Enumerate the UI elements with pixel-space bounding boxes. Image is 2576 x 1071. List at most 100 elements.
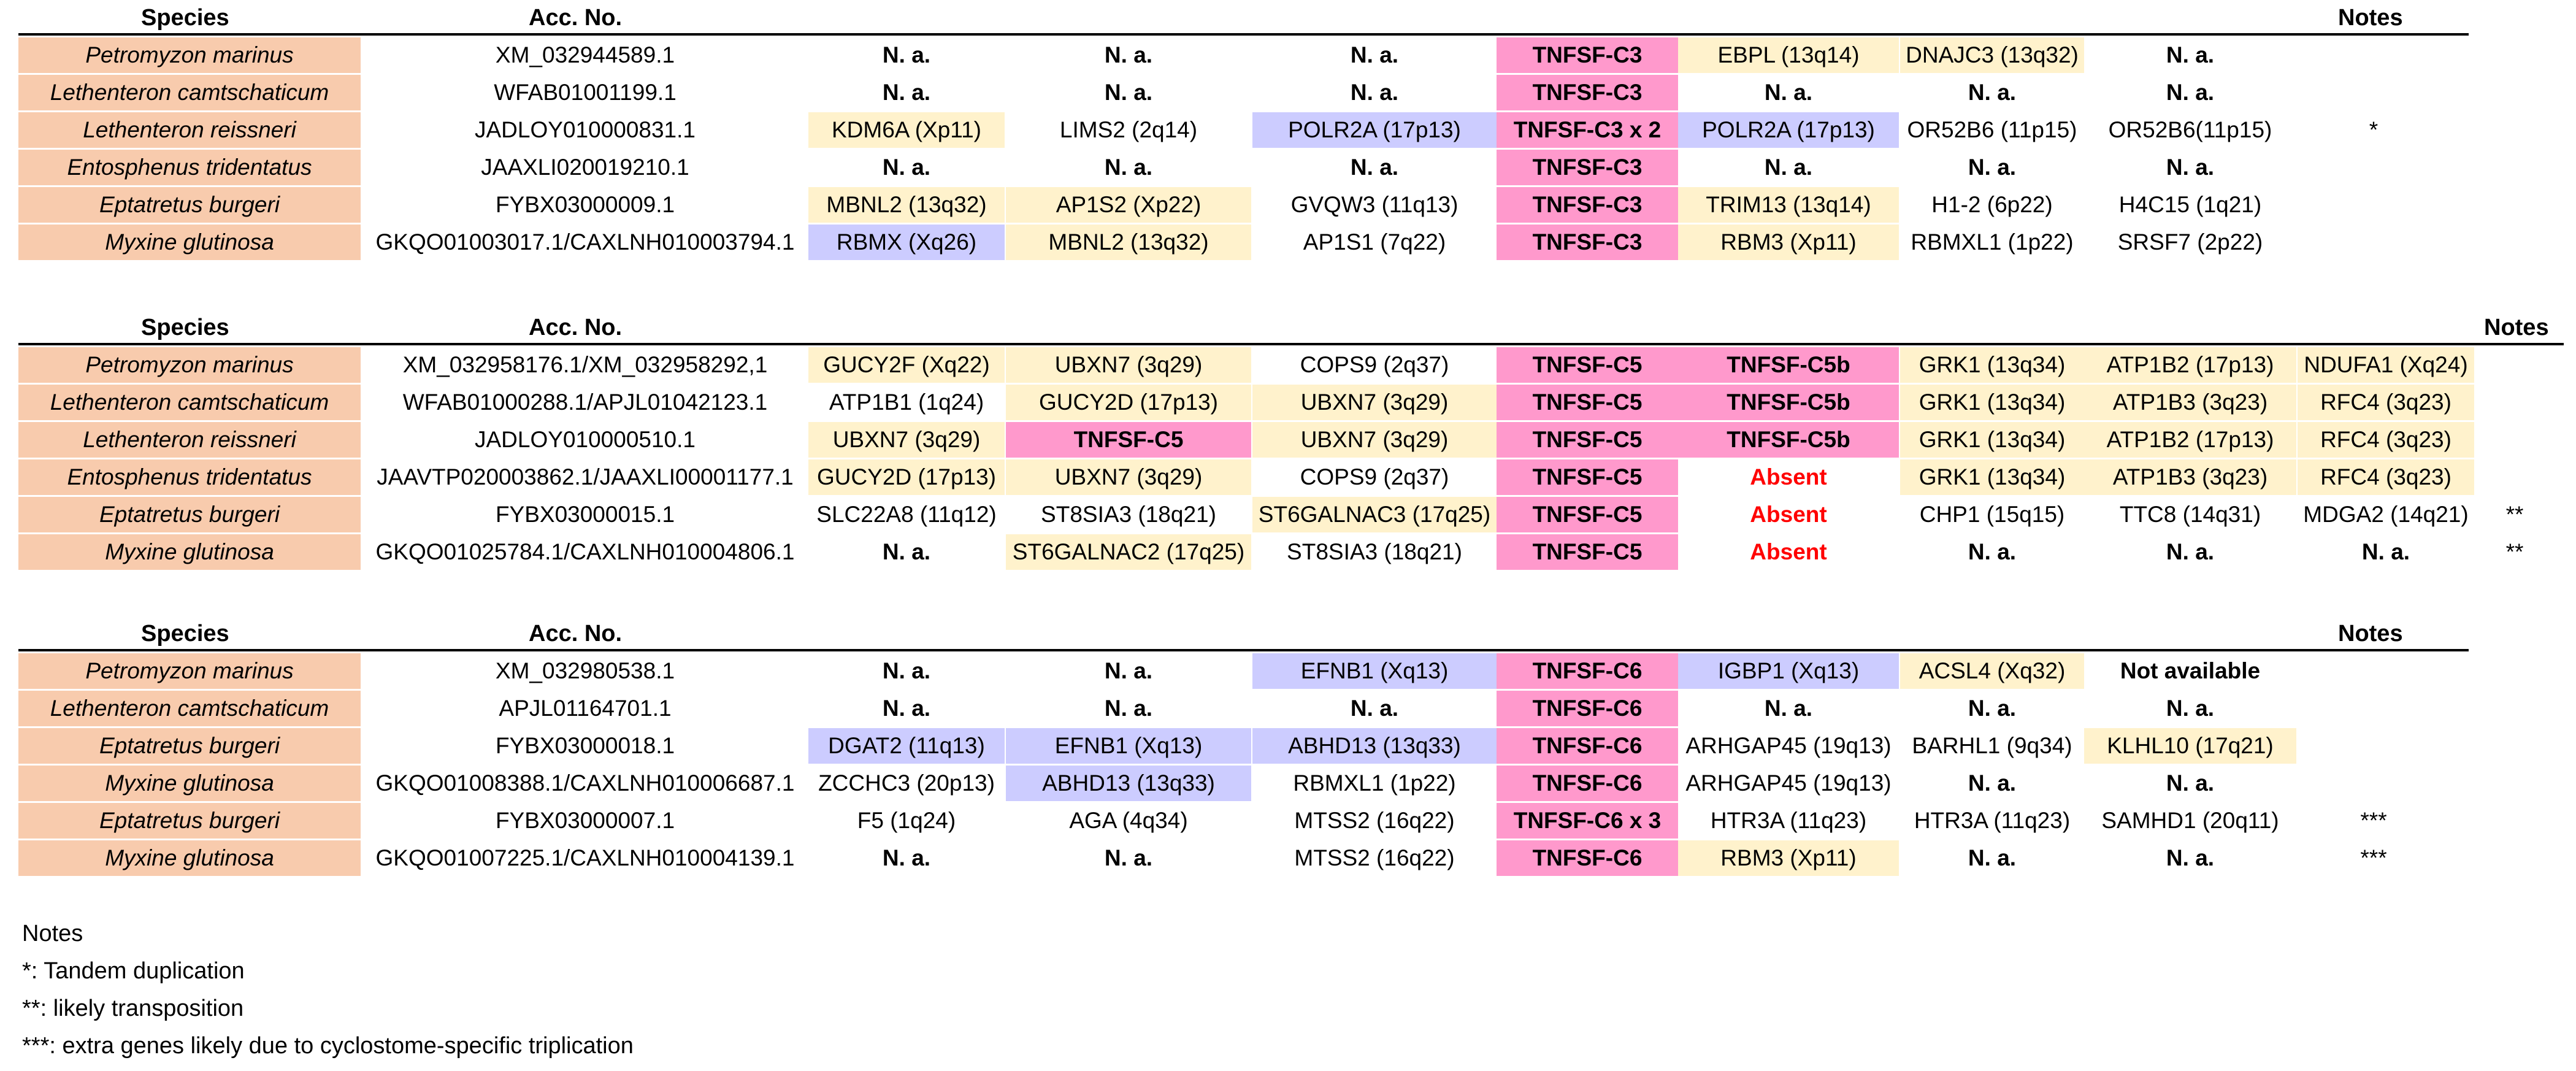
gene-cell: BARHL1 (9q34) [1912, 733, 2072, 758]
gene-cell: DGAT2 (11q13) [808, 728, 1005, 764]
gene-cell: COPS9 (2q37) [1300, 464, 1449, 489]
note-cell [2331, 187, 2417, 223]
gene-cell: TNFSF-C5b [1678, 347, 1899, 383]
gene-cell: N. a. [882, 696, 931, 721]
gene-cell: N. a. [882, 80, 931, 105]
notes-legend-title: Notes [22, 921, 83, 946]
gene-cell: H1-2 (6p22) [1931, 192, 2053, 217]
gene-cell: N. a. [1350, 155, 1399, 180]
gene-cell: TNFSF-C5b [1678, 385, 1899, 420]
gene-cell: POLR2A (17p13) [1678, 112, 1899, 148]
species-cell: Myxine glutinosa [18, 840, 361, 876]
species-cell: Petromyzon marinus [18, 37, 361, 73]
gene-cell: POLR2A (17p13) [1252, 112, 1497, 148]
gene-cell: H4C15 (1q21) [2118, 192, 2262, 217]
species-cell: Entosphenus tridentatus [18, 459, 361, 495]
species-cell: Lethenteron camtschaticum [18, 385, 361, 420]
gene-cell: ARHGAP45 (19q13) [1685, 733, 1892, 758]
gene-cell: Absent [1750, 502, 1827, 527]
gene-cell: MTSS2 (16q22) [1294, 808, 1455, 833]
gene-cell: TNFSF-C3 [1497, 187, 1678, 223]
accession-cell: XM_032980538.1 [495, 658, 675, 683]
gene-cell: Absent [1750, 464, 1827, 489]
header-rule [18, 343, 2564, 345]
header-notes: Notes [2338, 621, 2403, 647]
gene-cell: N. a. [1350, 696, 1399, 721]
gene-cell: N. a. [1968, 696, 2017, 721]
gene-cell: N. a. [2166, 42, 2215, 67]
gene-cell: SAMHD1 (20q11) [2101, 808, 2279, 833]
species-cell: Lethenteron reissneri [18, 112, 361, 148]
gene-cell: HTR3A (11q23) [1710, 808, 1867, 833]
gene-cell: ABHD13 (13q33) [1006, 766, 1251, 801]
gene-cell: EFNB1 (Xq13) [1252, 653, 1497, 689]
gene-cell: ARHGAP45 (19q13) [1685, 770, 1892, 796]
species-cell: Myxine glutinosa [18, 225, 361, 260]
accession-cell: FYBX03000018.1 [495, 733, 675, 758]
gene-cell: TNFSF-C5 [1497, 422, 1678, 458]
gene-cell: TNFSF-C6 x 3 [1497, 803, 1678, 839]
notes-legend-line-1: *: Tandem duplication [22, 958, 245, 984]
gene-cell: MTSS2 (16q22) [1294, 845, 1455, 870]
header-species: Species [141, 5, 229, 31]
note-cell [2331, 653, 2417, 689]
gene-cell: TNFSF-C3 [1497, 150, 1678, 185]
gene-cell: N. a. [1104, 658, 1153, 683]
gene-cell: RFC4 (3q23) [2298, 385, 2474, 420]
gene-cell: TRIM13 (13q14) [1678, 187, 1899, 223]
gene-cell: N. a. [882, 42, 931, 67]
gene-cell: TNFSF-C5 [1006, 422, 1251, 458]
gene-cell: N. a. [1350, 80, 1399, 105]
gene-cell: ATP1B3 (3q23) [2084, 385, 2296, 420]
gene-cell: GRK1 (13q34) [1900, 385, 2084, 420]
gene-cell: COPS9 (2q37) [1300, 352, 1449, 377]
species-cell: Eptatretus burgeri [18, 728, 361, 764]
gene-cell: ATP1B2 (17p13) [2084, 422, 2296, 458]
header-notes: Notes [2338, 5, 2403, 31]
gene-cell: Not available [2120, 658, 2261, 683]
gene-cell: TTC8 (14q31) [2119, 502, 2261, 527]
gene-cell: TNFSF-C5 [1497, 385, 1678, 420]
gene-cell: N. a. [1968, 80, 2017, 105]
accession-cell: WFAB01001199.1 [494, 80, 677, 105]
gene-cell: ACSL4 (Xq32) [1900, 653, 2084, 689]
gene-cell: ST8SIA3 (18q21) [1041, 502, 1216, 527]
gene-cell: N. a. [1764, 696, 1813, 721]
header-acc-no: Acc. No. [529, 621, 623, 647]
header-species: Species [141, 621, 229, 647]
gene-cell: DNAJC3 (13q32) [1900, 37, 2084, 73]
gene-cell: AP1S2 (Xp22) [1006, 187, 1251, 223]
gene-cell: N. a. [1104, 696, 1153, 721]
gene-cell: N. a. [882, 845, 931, 870]
gene-cell: N. a. [2166, 155, 2215, 180]
species-cell: Myxine glutinosa [18, 766, 361, 801]
accession-cell: FYBX03000007.1 [495, 808, 675, 833]
note-cell [2331, 225, 2417, 260]
gene-cell: TNFSF-C5 [1497, 459, 1678, 495]
accession-cell: FYBX03000015.1 [495, 502, 675, 527]
notes-legend-line-3: ***: extra genes likely due to cyclostom… [22, 1033, 634, 1059]
gene-cell: GRK1 (13q34) [1900, 347, 2084, 383]
header-rule [18, 33, 2469, 36]
note-cell [2331, 728, 2417, 764]
gene-cell: ATP1B3 (3q23) [2084, 459, 2296, 495]
accession-cell: APJL01164701.1 [499, 696, 672, 721]
gene-cell: N. a. [2166, 696, 2215, 721]
accession-cell: FYBX03000009.1 [495, 192, 675, 217]
gene-cell: RFC4 (3q23) [2298, 422, 2474, 458]
gene-cell: UBXN7 (3q29) [808, 422, 1005, 458]
gene-cell: N. a. [1104, 42, 1153, 67]
gene-cell: KLHL10 (17q21) [2084, 728, 2296, 764]
species-cell: Lethenteron reissneri [18, 422, 361, 458]
gene-cell: N. a. [882, 658, 931, 683]
gene-cell: N. a. [1764, 80, 1813, 105]
gene-cell: SLC22A8 (11q12) [816, 502, 997, 527]
gene-cell: N. a. [1350, 42, 1399, 67]
gene-cell: N. a. [2166, 845, 2215, 870]
species-cell: Lethenteron camtschaticum [18, 691, 361, 726]
gene-cell: UBXN7 (3q29) [1006, 459, 1251, 495]
gene-cell: MBNL2 (13q32) [808, 187, 1005, 223]
note-cell [2472, 459, 2558, 495]
species-cell: Myxine glutinosa [18, 534, 361, 570]
gene-cell: TNFSF-C6 [1497, 653, 1678, 689]
